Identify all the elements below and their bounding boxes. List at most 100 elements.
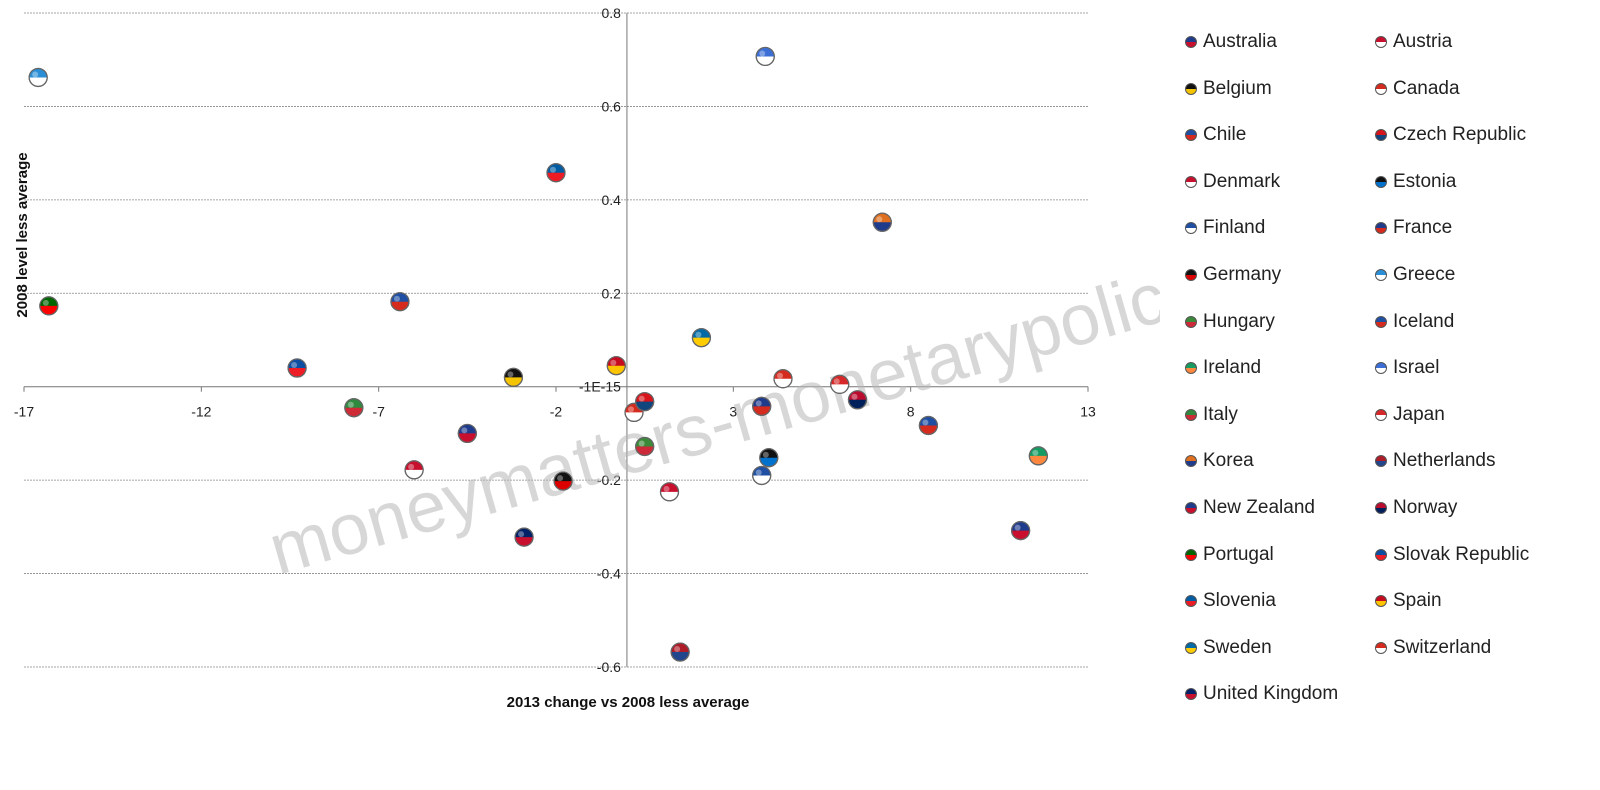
data-point-united-kingdom	[514, 527, 534, 547]
legend-item-slovenia: Slovenia	[1185, 587, 1375, 615]
data-point-belgium	[503, 367, 524, 387]
legend-item-france: France	[1375, 214, 1565, 242]
x-tick-label: 8	[907, 404, 915, 420]
legend-label: Ireland	[1203, 357, 1262, 379]
legend-item-switzerland: Switzerland	[1375, 634, 1565, 662]
legend-marker-icon	[1375, 36, 1387, 48]
data-point-greece	[28, 67, 48, 88]
legend-marker-icon	[1375, 501, 1387, 514]
data-point-hungary	[635, 436, 655, 457]
legend-item-japan: Japan	[1375, 401, 1565, 429]
legend-marker-icon	[1375, 222, 1387, 235]
legend-label: Greece	[1393, 263, 1456, 285]
x-tick-label: -7	[372, 404, 385, 420]
legend-item-slovak-republic: Slovak Republic	[1375, 541, 1565, 569]
chart-legend: Australia Austria Belgium Canada Chile Czech …	[1185, 28, 1585, 708]
legend-label: Switzerland	[1393, 636, 1492, 658]
legend-marker-icon	[1185, 548, 1197, 561]
legend-marker-icon	[1375, 362, 1387, 375]
y-tick-label: -0.4	[597, 566, 621, 582]
data-point-austria	[404, 460, 424, 480]
legend-item-greece: Greece	[1375, 261, 1565, 289]
y-tick-label: -1E-15	[579, 379, 621, 395]
legend-marker-icon	[1375, 315, 1387, 328]
legend-label: Chile	[1203, 124, 1247, 146]
legend-item-denmark: Denmark	[1185, 168, 1375, 196]
legend-label: Czech Republic	[1393, 124, 1527, 146]
legend-marker-icon	[1375, 595, 1387, 608]
legend-item-czech-republic: Czech Republic	[1375, 121, 1565, 149]
data-point-chile	[390, 292, 410, 312]
legend-label: Belgium	[1203, 77, 1272, 99]
x-tick-label: -2	[550, 404, 563, 420]
legend-marker-icon	[1375, 82, 1387, 95]
legend-marker-icon	[1185, 315, 1197, 328]
y-tick-label: 0.4	[601, 192, 621, 208]
legend-item-new-zealand: New Zealand	[1185, 494, 1375, 522]
x-axis-title: 2013 change vs 2008 less average	[507, 694, 750, 711]
legend-label: Portugal	[1203, 543, 1274, 565]
legend-label: Australia	[1203, 31, 1277, 52]
legend-label: Slovak Republic	[1393, 543, 1530, 565]
legend-marker-icon	[1375, 268, 1387, 281]
x-tick-label: -12	[191, 404, 211, 420]
data-point-czech-republic	[635, 392, 655, 412]
legend-marker-icon	[1185, 455, 1197, 468]
legend-item-israel: Israel	[1375, 354, 1565, 382]
legend-item-netherlands: Netherlands	[1375, 447, 1565, 475]
data-point-italy	[344, 398, 364, 418]
legend-item-ireland: Ireland	[1185, 354, 1375, 382]
legend-item-germany: Germany	[1185, 261, 1375, 289]
data-point-slovak-republic	[287, 358, 307, 378]
legend-marker-icon	[1185, 175, 1197, 188]
legend-item-austria: Austria	[1375, 28, 1565, 56]
legend-marker-icon	[1185, 222, 1197, 235]
axes	[23, 13, 1089, 667]
legend-item-finland: Finland	[1185, 214, 1375, 242]
data-point-australia	[457, 423, 477, 444]
legend-label: Korea	[1203, 450, 1254, 472]
legend-label: Slovenia	[1203, 590, 1276, 612]
legend-item-chile: Chile	[1185, 121, 1375, 149]
legend-item-spain: Spain	[1375, 587, 1565, 615]
data-point-ireland	[1028, 446, 1048, 466]
data-point-israel	[755, 46, 775, 67]
legend-item-australia: Australia	[1185, 28, 1375, 56]
legend-label: Sweden	[1203, 636, 1272, 658]
legend-marker-icon	[1375, 455, 1387, 468]
legend-label: Germany	[1203, 263, 1282, 285]
legend-marker-icon	[1185, 501, 1197, 514]
legend-label: Norway	[1393, 496, 1458, 518]
legend-item-norway: Norway	[1375, 494, 1565, 522]
legend-item-korea: Korea	[1185, 447, 1375, 475]
legend-item-canada: Canada	[1375, 75, 1565, 103]
legend-marker-icon	[1185, 362, 1197, 375]
legend-label: Iceland	[1393, 310, 1455, 332]
legend-item-hungary: Hungary	[1185, 308, 1375, 336]
legend-marker-icon	[1375, 408, 1387, 421]
legend-label: Finland	[1203, 217, 1266, 239]
x-tick-label: 13	[1080, 404, 1096, 420]
legend-marker-icon	[1375, 175, 1387, 188]
data-point-sweden	[691, 328, 712, 348]
data-point-switzerland	[773, 369, 793, 389]
legend-label: Canada	[1393, 77, 1460, 99]
data-point-spain	[606, 356, 626, 376]
data-point-slovenia	[546, 163, 566, 183]
x-tick-label: 3	[729, 404, 737, 420]
legend-marker-icon	[1185, 595, 1197, 608]
data-point-finland	[752, 465, 772, 486]
legend-marker-icon	[1375, 129, 1387, 142]
data-point-estonia	[759, 448, 779, 468]
legend-item-belgium: Belgium	[1185, 75, 1375, 103]
legend-label: Spain	[1393, 590, 1442, 612]
legend-marker-icon	[1185, 641, 1197, 654]
legend-item-estonia: Estonia	[1375, 168, 1565, 196]
y-tick-label: -0.6	[597, 659, 621, 675]
legend-item-united-kingdom: United Kingdom	[1185, 680, 1375, 708]
legend-marker-icon	[1185, 408, 1197, 421]
data-point-norway	[847, 390, 868, 410]
data-point-france	[752, 396, 772, 416]
legend-item-iceland: Iceland	[1375, 308, 1565, 336]
legend-marker-icon	[1185, 129, 1197, 142]
